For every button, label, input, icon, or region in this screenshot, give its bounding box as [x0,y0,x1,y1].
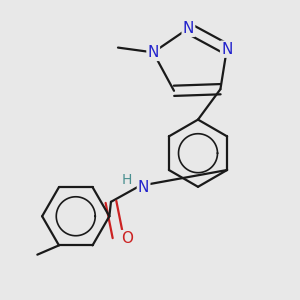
Text: H: H [122,173,132,187]
Text: N: N [138,180,149,195]
Text: N: N [148,45,159,60]
Text: N: N [183,21,194,36]
Text: O: O [121,231,133,246]
Text: N: N [221,42,232,57]
